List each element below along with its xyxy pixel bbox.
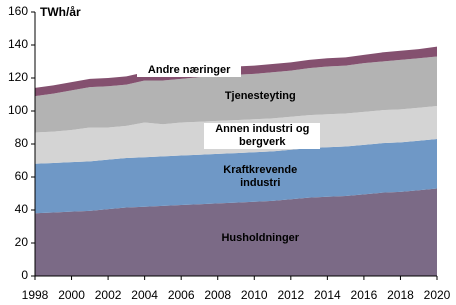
y-tick-label: 0 [21, 268, 28, 282]
x-tick-label: 2006 [168, 288, 195, 302]
x-tick-label: 2020 [424, 288, 451, 302]
series-label: Tjenesteyting [224, 90, 296, 103]
x-tick-label: 2008 [204, 288, 231, 302]
y-tick-label: 60 [15, 169, 29, 183]
y-tick-label: 40 [15, 202, 29, 216]
x-tick-label: 2010 [241, 288, 268, 302]
x-tick-label: 2018 [387, 288, 414, 302]
area [35, 188, 437, 276]
area [35, 56, 437, 133]
x-tick-label: 2016 [351, 288, 378, 302]
series-label: Andre næringer [137, 64, 242, 78]
series-label: Kraftkrevende industri [223, 164, 298, 189]
y-tick-label: 20 [15, 235, 29, 249]
y-tick-label: 140 [8, 37, 28, 51]
y-tick-label: 80 [15, 136, 29, 150]
series-label: Annen industri og bergverk [204, 122, 321, 149]
x-tick-label: 2004 [131, 288, 158, 302]
x-tick-label: 2014 [314, 288, 341, 302]
area [35, 139, 437, 214]
x-tick-label: 2002 [95, 288, 122, 302]
y-tick-label: 100 [8, 103, 28, 117]
x-tick-label: 2012 [277, 288, 304, 302]
series-label: Husholdninger [221, 232, 300, 245]
y-tick-label: 160 [8, 4, 28, 18]
x-tick-label: 1998 [22, 288, 49, 302]
y-axis-label: TWh/år [40, 5, 81, 19]
y-tick-label: 120 [8, 70, 28, 84]
x-tick-label: 2000 [58, 288, 85, 302]
